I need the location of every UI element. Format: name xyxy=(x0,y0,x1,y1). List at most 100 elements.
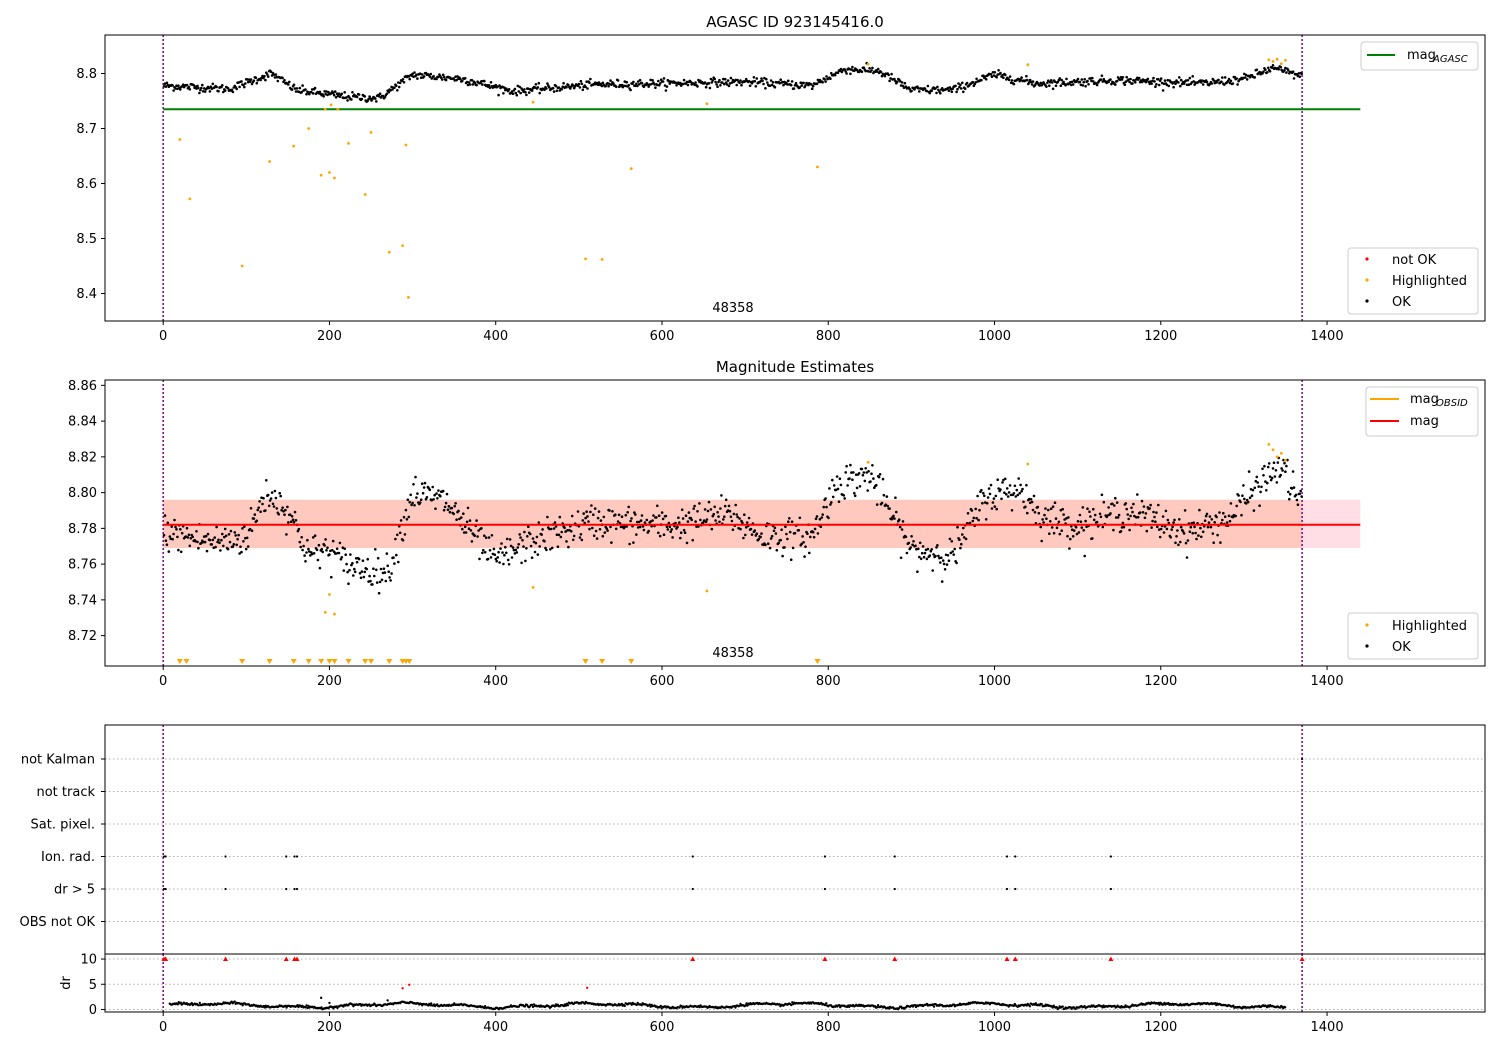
ok-point xyxy=(1227,514,1231,518)
ok-point xyxy=(1179,78,1183,82)
ok-point xyxy=(833,73,837,77)
ok-point xyxy=(273,76,277,79)
ok-point xyxy=(248,80,252,83)
ok-point xyxy=(395,84,398,88)
ok-point xyxy=(651,79,654,82)
ok-point xyxy=(520,561,523,565)
ok-point xyxy=(1030,500,1034,504)
ok-point xyxy=(536,86,540,89)
ok-point xyxy=(1298,75,1302,78)
ok-point xyxy=(882,493,886,497)
ok-point xyxy=(1071,535,1075,538)
ok-point xyxy=(528,532,532,536)
ok-point xyxy=(719,507,722,510)
ok-point xyxy=(325,90,328,93)
ok-point xyxy=(269,70,273,74)
ok-point xyxy=(696,510,699,513)
ok-point xyxy=(1114,83,1117,86)
ok-point xyxy=(650,82,653,86)
ok-point xyxy=(865,471,868,474)
ok-point xyxy=(1274,469,1278,472)
ok-point xyxy=(639,519,643,522)
dr-point xyxy=(530,1003,534,1007)
ok-point xyxy=(601,534,605,538)
ok-point xyxy=(977,518,980,522)
flag-label-not-track: not track xyxy=(36,785,95,800)
ok-point xyxy=(332,93,336,97)
ok-point xyxy=(696,85,699,88)
highlighted-point xyxy=(866,62,870,66)
ok-point xyxy=(454,502,457,505)
ok-point xyxy=(607,84,610,88)
ok-point xyxy=(962,536,966,539)
flag-point xyxy=(1014,887,1017,891)
ok-point xyxy=(387,570,391,573)
ok-point xyxy=(1207,521,1211,524)
ok-point xyxy=(401,538,405,542)
y-tick-label: 8.76 xyxy=(68,558,97,573)
ok-point xyxy=(665,525,669,528)
legend-label-ok: OK xyxy=(1392,640,1411,655)
ok-point xyxy=(862,66,866,69)
ok-point xyxy=(374,97,377,100)
ok-point xyxy=(1203,519,1207,522)
ok-point xyxy=(652,514,655,517)
ok-point xyxy=(515,93,519,97)
ok-point xyxy=(941,559,945,562)
ok-point xyxy=(838,477,842,481)
ok-point xyxy=(555,89,559,93)
ok-point xyxy=(1239,500,1242,504)
ok-point xyxy=(527,525,530,528)
ok-point xyxy=(1083,554,1086,558)
ok-point xyxy=(443,505,447,509)
dr-point xyxy=(190,1001,193,1005)
below-range-marker xyxy=(362,659,369,664)
ok-point xyxy=(456,75,459,78)
ok-point xyxy=(997,69,1000,72)
ok-point xyxy=(1030,83,1034,86)
ok-point xyxy=(536,553,540,556)
ok-point xyxy=(516,546,520,549)
ok-point xyxy=(1186,539,1190,542)
ok-point xyxy=(934,554,937,558)
ok-point xyxy=(1012,492,1016,495)
ok-point xyxy=(634,84,637,88)
dr-point xyxy=(197,1004,200,1007)
flag-point xyxy=(295,887,299,891)
ok-point xyxy=(1131,510,1134,514)
ok-point xyxy=(545,548,548,552)
highlighted-point xyxy=(1271,448,1275,452)
ok-point xyxy=(353,570,357,574)
ok-point xyxy=(1244,73,1248,77)
ok-point xyxy=(1077,531,1081,534)
ok-point xyxy=(926,84,930,88)
ok-point xyxy=(223,89,227,92)
ok-point xyxy=(632,80,635,84)
legend-label-highlighted: Highlighted xyxy=(1392,619,1467,634)
ok-point xyxy=(614,527,618,531)
ok-point xyxy=(272,73,276,76)
ok-point xyxy=(1057,520,1061,524)
below-range-marker xyxy=(290,659,297,664)
ok-point xyxy=(848,477,851,480)
ok-point xyxy=(422,486,426,489)
ok-point xyxy=(770,534,774,538)
ok-point xyxy=(1019,483,1022,487)
ok-point xyxy=(470,540,474,543)
x-tick-label: 400 xyxy=(483,1020,508,1035)
ok-point xyxy=(953,547,956,551)
ok-point xyxy=(168,535,172,538)
ok-point xyxy=(1150,526,1153,529)
ok-point xyxy=(730,519,734,523)
ok-point xyxy=(923,87,927,90)
highlighted-point xyxy=(323,107,327,111)
ok-point xyxy=(1029,498,1033,501)
dr-point xyxy=(875,1006,879,1009)
ok-point xyxy=(713,505,716,509)
ok-point xyxy=(1153,80,1156,83)
x-tick-label: 1200 xyxy=(1144,329,1177,344)
ok-point xyxy=(1068,547,1071,550)
ok-point xyxy=(1171,82,1174,85)
ok-point xyxy=(546,515,549,519)
ok-point xyxy=(971,519,975,523)
